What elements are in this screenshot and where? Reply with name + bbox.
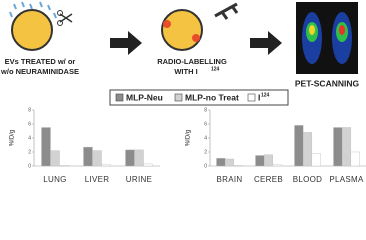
legend-label-sup: 124 [261, 92, 270, 98]
bar [224, 158, 235, 167]
bar [311, 153, 321, 167]
y-tick-label: 2 [204, 149, 207, 155]
step1-line1: EVs TREATED w/ or [5, 57, 76, 66]
x-tick-label: BRAIN [217, 175, 243, 184]
bar [143, 163, 153, 167]
bar [101, 164, 111, 167]
step2-line2: WITH I [174, 67, 197, 76]
legend-box [109, 89, 289, 106]
y-axis-label: %ID/g [186, 130, 192, 146]
arrow [250, 31, 282, 55]
bar [333, 127, 343, 167]
x-tick-label: BLOOD [293, 175, 323, 184]
legend-label: MLP-no Treat [185, 92, 239, 102]
bar [59, 165, 69, 167]
step2-sup: 124 [211, 66, 220, 72]
y-tick-label: 0 [28, 163, 31, 169]
x-tick-label: URINE [126, 175, 152, 184]
pet-image [296, 2, 358, 74]
y-tick-label: 6 [28, 121, 31, 127]
bar [216, 158, 226, 167]
x-tick-label: LIVER [85, 175, 110, 184]
step3: PET-SCANNING [295, 78, 360, 88]
arrow [110, 31, 142, 55]
bar [294, 125, 304, 167]
bar [263, 154, 274, 167]
legend-label: I [258, 92, 260, 102]
y-tick-label: 2 [28, 149, 31, 155]
step2-line1: RADIO-LABELLING [157, 57, 227, 66]
y-tick-label: 4 [28, 135, 31, 141]
legend-swatch [174, 93, 183, 102]
y-tick-label: 0 [204, 163, 207, 169]
y-tick-label: 8 [204, 107, 207, 113]
figure: EVs TREATED w/ or w/o NEURAMINIDASE RADI… [0, 1, 366, 184]
x-tick-label: PLASMA [329, 175, 364, 184]
bar [233, 165, 243, 167]
bar [50, 150, 60, 167]
ev-untreated-icon [9, 1, 73, 51]
bar [125, 149, 135, 167]
y-tick-label: 8 [28, 107, 31, 113]
bar [92, 150, 102, 167]
step1-line2: w/o NEURAMINIDASE [0, 67, 79, 76]
y-tick-label: 6 [204, 121, 207, 127]
legend-label: MLP-Neu [126, 92, 163, 102]
bar [41, 127, 51, 167]
bar [272, 164, 282, 167]
legend-swatch [247, 93, 256, 102]
bar [255, 155, 265, 167]
bar [341, 127, 352, 167]
ev-labelled-icon [161, 2, 239, 51]
bar [83, 146, 93, 167]
x-tick-label: CEREB [254, 175, 283, 184]
x-tick-label: LUNG [43, 175, 66, 184]
legend-swatch [115, 93, 124, 102]
bar [302, 132, 313, 167]
page: {"diagram":{"step1":["EVs TREATED w/ or"… [0, 1, 366, 185]
bar [134, 149, 144, 167]
y-tick-label: 4 [204, 135, 207, 141]
y-axis-label: %ID/g [10, 130, 16, 146]
bar [350, 151, 360, 167]
